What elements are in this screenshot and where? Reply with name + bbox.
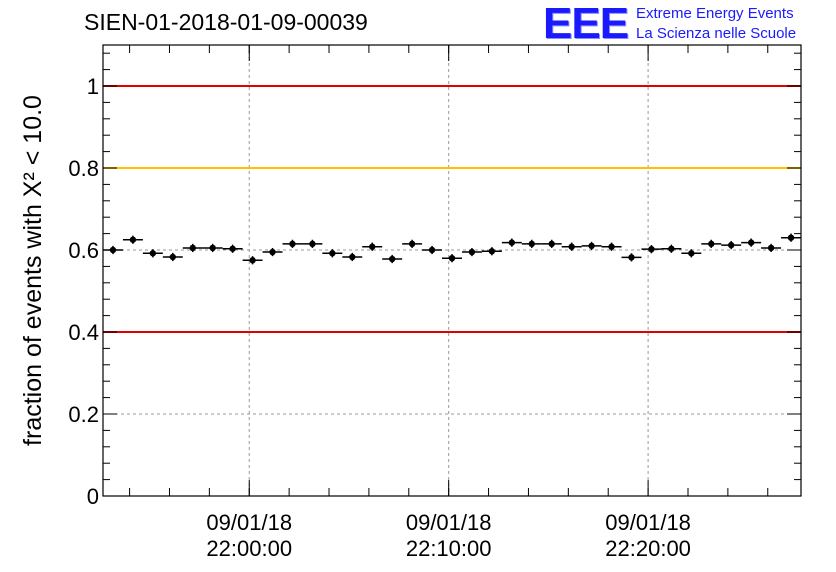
data-point <box>521 239 542 248</box>
point-marker <box>608 243 615 250</box>
point-marker <box>249 257 256 264</box>
point-marker <box>668 245 675 252</box>
y-tick-label: 1 <box>87 74 99 99</box>
data-point <box>442 254 462 263</box>
point-marker <box>388 255 396 263</box>
data-point <box>282 239 303 248</box>
point-marker <box>728 241 735 249</box>
data-point <box>103 245 123 255</box>
data-point <box>402 239 423 248</box>
data-point <box>182 243 203 253</box>
data-point <box>202 243 223 253</box>
y-tick-label: 0.6 <box>68 238 99 263</box>
data-point <box>122 235 143 244</box>
data-point <box>461 247 482 257</box>
x-tick-label-date: 09/01/18 <box>605 510 691 535</box>
point-marker <box>369 243 376 250</box>
y-tick-label: 0.8 <box>68 156 99 181</box>
data-point <box>222 244 243 253</box>
logo-text-line2: La Scienza nelle Scuole <box>636 25 797 42</box>
point-marker <box>349 253 356 261</box>
data-point <box>581 241 602 250</box>
point-marker <box>129 236 137 243</box>
data-point <box>701 239 722 248</box>
x-tick-label-date: 09/01/18 <box>406 510 492 535</box>
data-point <box>561 242 582 251</box>
x-tick-label-time: 22:10:00 <box>406 536 492 561</box>
data-point <box>362 242 383 251</box>
data-point <box>242 256 263 265</box>
point-marker <box>468 248 476 256</box>
x-tick-label-time: 22:20:00 <box>605 536 691 561</box>
point-marker <box>329 250 336 257</box>
point-marker <box>648 245 655 253</box>
point-marker <box>787 234 795 241</box>
data-point <box>262 247 283 257</box>
data-point <box>601 242 622 251</box>
data-point <box>322 249 343 258</box>
point-marker <box>548 240 555 248</box>
point-marker <box>708 240 715 248</box>
point-marker <box>149 250 157 257</box>
point-marker <box>767 244 775 252</box>
point-marker <box>209 244 216 252</box>
data-point <box>741 238 762 247</box>
point-marker <box>588 242 595 250</box>
point-marker <box>169 253 176 261</box>
data-point <box>501 238 522 247</box>
data-point <box>342 252 363 262</box>
data-point <box>641 245 662 254</box>
data-point <box>681 249 702 258</box>
point-marker <box>109 246 117 254</box>
y-tick-label: 0.2 <box>68 402 99 427</box>
plot-frame <box>102 44 802 497</box>
point-marker <box>229 245 236 252</box>
point-marker <box>448 255 456 262</box>
point-marker <box>628 254 635 261</box>
data-point <box>142 249 163 258</box>
point-marker <box>688 250 695 257</box>
data-point <box>481 247 502 256</box>
point-marker <box>269 248 276 256</box>
data-point <box>781 233 801 242</box>
eee-logo: EEE Extreme Energy Events La Scienza nel… <box>543 2 833 50</box>
point-marker <box>528 240 535 248</box>
y-axis-label: fraction of events with X² < 10.0 <box>19 95 47 446</box>
point-marker <box>189 244 196 252</box>
chart-title: SIEN-01-2018-01-09-00039 <box>84 9 368 35</box>
point-marker <box>428 246 436 254</box>
data-point <box>382 254 403 264</box>
point-marker <box>508 239 516 246</box>
data-point <box>162 252 183 262</box>
data-point <box>661 244 682 253</box>
point-marker <box>747 239 755 246</box>
point-marker <box>408 240 416 248</box>
y-tick-label: 0 <box>87 484 99 509</box>
data-point <box>302 239 323 248</box>
data-point <box>761 243 782 253</box>
x-tick-label-date: 09/01/18 <box>206 510 292 535</box>
data-point <box>621 253 642 262</box>
data-point <box>721 240 742 250</box>
data-point <box>541 239 562 248</box>
eee-logo-mark: EEE <box>543 0 629 48</box>
point-marker <box>309 240 316 248</box>
y-tick-label: 0.4 <box>68 320 99 345</box>
point-marker <box>488 248 496 255</box>
x-tick-label-time: 22:00:00 <box>206 536 292 561</box>
point-marker <box>568 243 575 250</box>
logo-text-line1: Extreme Energy Events <box>636 5 794 22</box>
point-marker <box>289 240 296 248</box>
data-point <box>422 245 443 255</box>
